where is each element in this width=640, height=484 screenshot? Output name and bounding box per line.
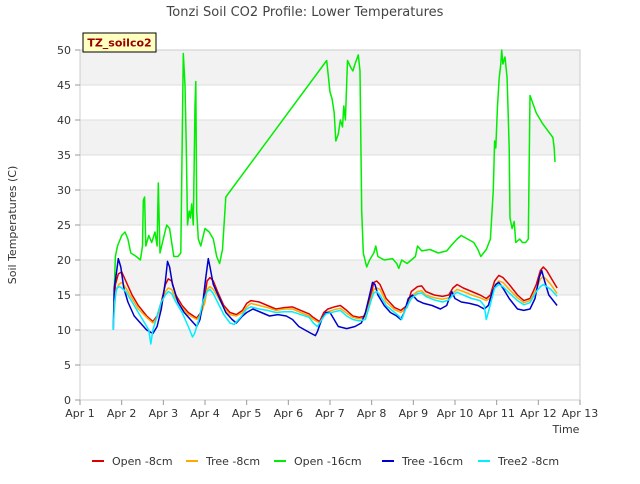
x-tick-label: Apr 13 [562, 407, 599, 420]
plot-band [80, 50, 580, 85]
x-tick-label: Apr 9 [399, 407, 429, 420]
y-tick-label: 40 [57, 114, 71, 127]
series-line-tree-8cm [113, 276, 558, 324]
legend-label-tree-8cm: Tree -8cm [205, 455, 260, 468]
site-badge: TZ_soilco2 [82, 32, 157, 53]
x-tick-label: Apr 8 [357, 407, 387, 420]
site-badge-box [82, 32, 157, 53]
y-tick-label: 10 [57, 324, 71, 337]
y-tick-label: 50 [57, 44, 71, 57]
y-axis-label: Soil Temperatures (C) [6, 166, 19, 285]
series-line-tree2-8cm [112, 283, 558, 345]
x-axis-ticks: Apr 1 Apr 2 Apr 3 Apr 4 Apr 5 Apr 6 Apr 7 Apr 8… [65, 400, 598, 420]
legend: Open -8cm Tree -8cm Open -16cm Tree -16cm Tr… [92, 455, 559, 468]
plot-band [80, 330, 580, 365]
legend-label-tree2-8cm: Tree2 -8cm [497, 455, 559, 468]
y-tick-label: 0 [64, 394, 71, 407]
x-tick-label: Apr 7 [315, 407, 345, 420]
plot-band [80, 365, 580, 400]
y-axis-ticks: 0 5 10 15 20 25 30 35 40 45 50 [57, 44, 80, 407]
chart-title: Tonzi Soil CO2 Profile: Lower Temperatur… [166, 5, 444, 20]
legend-label-open-16cm: Open -16cm [294, 455, 362, 468]
x-tick-label: Apr 2 [107, 407, 137, 420]
x-tick-label: Apr 1 [65, 407, 95, 420]
x-tick-label: Apr 4 [190, 407, 220, 420]
x-tick-label: Apr 12 [520, 407, 557, 420]
y-tick-label: 45 [57, 79, 71, 92]
x-tick-label: Apr 10 [437, 407, 474, 420]
y-tick-label: 30 [57, 184, 71, 197]
x-axis-label: Time [552, 423, 580, 436]
site-badge-label: TZ_soilco2 [87, 37, 151, 50]
x-tick-label: Apr 6 [274, 407, 304, 420]
legend-label-open-8cm: Open -8cm [112, 455, 173, 468]
legend-label-tree-16cm: Tree -16cm [401, 455, 463, 468]
series-lines [112, 49, 558, 345]
y-tick-label: 5 [64, 359, 71, 372]
x-tick-label: Apr 5 [232, 407, 262, 420]
y-tick-label: 35 [57, 149, 71, 162]
y-tick-label: 20 [57, 254, 71, 267]
y-tick-label: 25 [57, 219, 71, 232]
x-tick-label: Apr 3 [149, 407, 179, 420]
y-tick-label: 15 [57, 289, 71, 302]
plot-band [80, 155, 580, 190]
x-tick-label: Apr 11 [478, 407, 515, 420]
plot-band [80, 225, 580, 260]
plot-band [80, 190, 580, 225]
series-line-open-16cm [113, 49, 556, 292]
plot-band [80, 120, 580, 155]
plot-bands [80, 50, 580, 400]
